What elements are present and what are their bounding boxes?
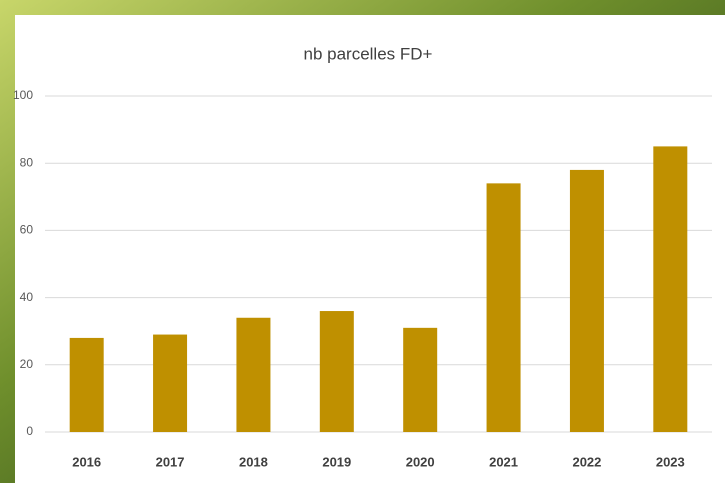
bar [403, 328, 437, 432]
bar [320, 311, 354, 432]
x-tick-label: 2021 [489, 454, 518, 469]
y-tick-label: 0 [26, 424, 33, 438]
x-tick-label: 2020 [406, 454, 435, 469]
chart-area [15, 15, 725, 483]
y-tick-label: 100 [13, 88, 33, 102]
bar [236, 318, 270, 432]
x-tick-label: 2016 [72, 454, 101, 469]
bar [153, 335, 187, 432]
x-tick-label: 2022 [572, 454, 601, 469]
bar [570, 170, 604, 432]
y-tick-label: 20 [20, 357, 34, 371]
x-tick-label: 2017 [156, 454, 185, 469]
x-tick-label: 2019 [322, 454, 351, 469]
bar [487, 183, 521, 432]
y-tick-label: 40 [20, 290, 34, 304]
chart-title: nb parcelles FD+ [304, 44, 433, 63]
x-tick-label: 2023 [656, 454, 685, 469]
chart: nb parcelles FD+ 0 20 40 60 80 100 2016 2017 201… [0, 0, 725, 483]
page: nb parcelles FD+ 0 20 40 60 80 100 2016 2017 201… [0, 0, 725, 483]
bar [70, 338, 104, 432]
x-tick-label: 2018 [239, 454, 268, 469]
y-tick-label: 80 [20, 155, 34, 169]
bar [653, 146, 687, 432]
y-tick-label: 60 [20, 223, 34, 237]
